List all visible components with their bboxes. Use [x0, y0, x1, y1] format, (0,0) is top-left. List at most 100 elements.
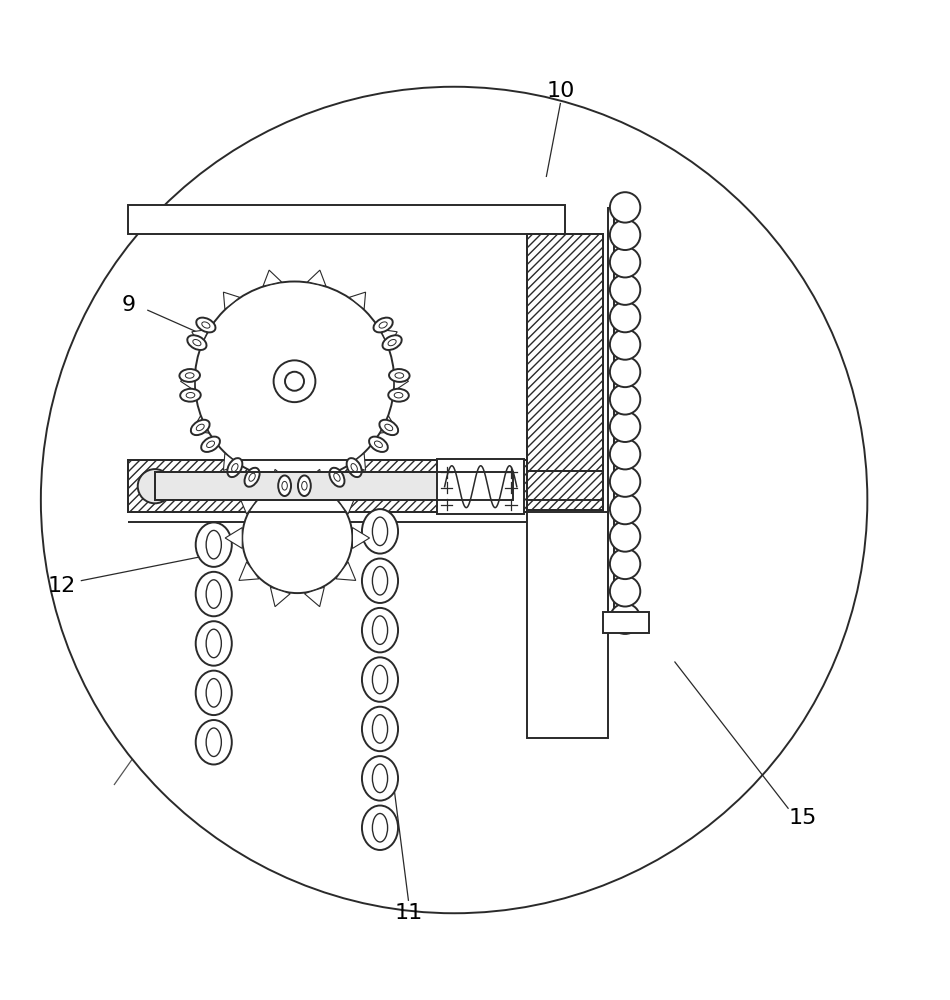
Ellipse shape: [372, 764, 388, 793]
Ellipse shape: [180, 389, 200, 402]
Polygon shape: [223, 453, 239, 470]
Ellipse shape: [206, 580, 221, 608]
Ellipse shape: [373, 318, 392, 332]
Bar: [437, 459, 524, 514]
Polygon shape: [239, 562, 259, 580]
Ellipse shape: [351, 464, 357, 472]
Polygon shape: [380, 329, 397, 347]
Polygon shape: [350, 453, 366, 470]
Ellipse shape: [249, 473, 256, 481]
Ellipse shape: [206, 728, 221, 756]
Polygon shape: [335, 496, 355, 514]
Polygon shape: [263, 476, 281, 492]
Ellipse shape: [196, 572, 232, 616]
Ellipse shape: [394, 393, 403, 398]
Ellipse shape: [362, 806, 398, 850]
Ellipse shape: [298, 475, 311, 496]
Circle shape: [610, 604, 640, 634]
Polygon shape: [180, 372, 195, 391]
Circle shape: [610, 357, 640, 387]
Circle shape: [489, 472, 518, 500]
Polygon shape: [304, 469, 324, 489]
Circle shape: [274, 360, 315, 402]
Ellipse shape: [362, 608, 398, 652]
Circle shape: [610, 302, 640, 332]
Text: 12: 12: [48, 576, 76, 596]
Circle shape: [610, 494, 640, 524]
Bar: [527, 234, 603, 500]
Circle shape: [610, 439, 640, 469]
Ellipse shape: [372, 517, 388, 546]
Polygon shape: [335, 562, 355, 580]
Ellipse shape: [330, 468, 345, 487]
Text: 10: 10: [546, 81, 575, 101]
Bar: [155, 472, 513, 500]
Polygon shape: [271, 587, 291, 607]
Ellipse shape: [385, 424, 392, 431]
Circle shape: [242, 483, 352, 593]
Ellipse shape: [372, 665, 388, 694]
Polygon shape: [304, 587, 324, 607]
Polygon shape: [239, 496, 259, 514]
Text: 9: 9: [122, 295, 135, 315]
Ellipse shape: [390, 369, 409, 382]
Ellipse shape: [372, 616, 388, 644]
Ellipse shape: [374, 441, 383, 448]
Ellipse shape: [333, 473, 340, 481]
Ellipse shape: [197, 424, 204, 431]
Polygon shape: [225, 528, 242, 548]
Circle shape: [610, 274, 640, 305]
Ellipse shape: [395, 373, 404, 378]
Bar: [128, 205, 565, 234]
Bar: [128, 460, 527, 512]
Bar: [603, 612, 649, 633]
Ellipse shape: [369, 437, 388, 452]
Ellipse shape: [389, 389, 408, 402]
Ellipse shape: [206, 530, 221, 559]
Polygon shape: [394, 372, 408, 391]
Ellipse shape: [191, 420, 210, 435]
Polygon shape: [380, 416, 397, 433]
Ellipse shape: [388, 339, 396, 346]
Ellipse shape: [206, 679, 221, 707]
Ellipse shape: [201, 437, 220, 452]
Ellipse shape: [187, 335, 206, 350]
Circle shape: [41, 87, 867, 913]
Ellipse shape: [383, 335, 402, 350]
Ellipse shape: [347, 458, 362, 477]
Polygon shape: [263, 270, 281, 286]
Text: 15: 15: [788, 808, 817, 828]
Polygon shape: [223, 292, 239, 309]
Polygon shape: [192, 416, 209, 433]
Circle shape: [195, 281, 394, 481]
Circle shape: [610, 247, 640, 277]
Polygon shape: [192, 329, 209, 347]
Bar: [527, 512, 608, 738]
Ellipse shape: [282, 481, 287, 490]
Ellipse shape: [372, 715, 388, 743]
Circle shape: [285, 372, 304, 391]
Bar: [128, 460, 527, 512]
Bar: [527, 234, 603, 500]
Ellipse shape: [362, 657, 398, 702]
Polygon shape: [352, 528, 370, 548]
Ellipse shape: [379, 322, 388, 328]
Circle shape: [610, 521, 640, 552]
Ellipse shape: [278, 475, 291, 496]
Circle shape: [610, 220, 640, 250]
Ellipse shape: [227, 458, 242, 477]
Ellipse shape: [362, 559, 398, 603]
Circle shape: [138, 469, 172, 503]
Polygon shape: [271, 469, 291, 489]
Ellipse shape: [186, 393, 195, 398]
Ellipse shape: [362, 707, 398, 751]
Ellipse shape: [362, 509, 398, 554]
Ellipse shape: [379, 420, 398, 435]
Ellipse shape: [197, 318, 216, 332]
Ellipse shape: [196, 621, 232, 666]
Ellipse shape: [193, 339, 201, 346]
Ellipse shape: [206, 629, 221, 658]
Ellipse shape: [185, 373, 194, 378]
Bar: [527, 472, 603, 510]
Ellipse shape: [206, 441, 215, 448]
